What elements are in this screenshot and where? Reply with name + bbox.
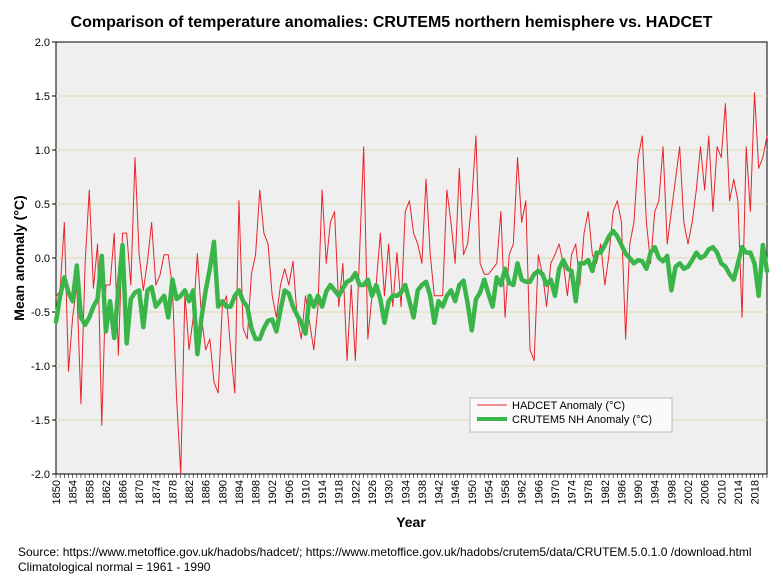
x-tick-label: 1982 [600,480,612,504]
x-tick-label: 1858 [84,480,96,504]
x-tick-label: 1922 [350,480,362,504]
source-note: Source: https://www.metoffice.gov.uk/had… [18,545,752,574]
x-tick-label: 1882 [184,480,196,504]
x-tick-label: 1894 [234,480,246,504]
x-tick-label: 2014 [733,480,745,504]
y-tick-label: 2.0 [35,37,50,49]
x-tick-label: 1958 [500,480,512,504]
x-tick-label: 1974 [567,480,579,504]
y-tick-label: 1.0 [35,145,50,157]
x-tick-label: 1938 [417,480,429,504]
x-tick-label: 1946 [450,480,462,504]
series-line-hadcet [55,92,768,475]
y-tick-label: -1.0 [31,361,50,373]
x-tick-label: 1862 [101,480,113,504]
legend-label-hadcet: HADCET Anomaly (°C) [512,400,625,412]
x-tick-label: 1970 [550,480,562,504]
x-tick-label: 1962 [517,480,529,504]
x-tick-label: 1918 [334,480,346,504]
legend: HADCET Anomaly (°C) CRUTEM5 NH Anomaly (… [469,397,673,433]
x-tick-label: 2006 [700,480,712,504]
x-tick-label: 1942 [434,480,446,504]
y-tick-label: -1.5 [31,415,50,427]
y-tick-label: -2.0 [31,469,50,481]
x-tick-label: 1890 [217,480,229,504]
x-axis-title: Year [396,514,426,530]
x-tick-label: 1950 [467,480,479,504]
series-lines [53,92,770,475]
x-tick-label: 1998 [666,480,678,504]
x-tick-label: 1986 [616,480,628,504]
y-tick-label: 1.5 [35,91,50,103]
x-tick-label: 1910 [300,480,312,504]
x-tick-label: 1994 [650,480,662,504]
x-tick-label: 1930 [384,480,396,504]
x-tick-label: 1926 [367,480,379,504]
x-tick-label: 1966 [533,480,545,504]
x-tick-label: 1870 [134,480,146,504]
x-tick-label: 1978 [583,480,595,504]
x-tick-label: 1914 [317,480,329,504]
x-axis: 1850 1854 1858 1862 1866 1870 1874 1878 1882 1886… [51,474,768,504]
x-tick-label: 1902 [267,480,279,504]
x-tick-label: 1886 [201,480,213,504]
y-tick-label: 0.0 [35,253,50,265]
x-tick-label: 2002 [683,480,695,504]
x-tick-label: 1878 [167,480,179,504]
x-tick-label: 1954 [483,480,495,504]
x-tick-label: 1898 [251,480,263,504]
x-tick-label: 2018 [750,480,762,504]
x-tick-label: 1850 [51,480,63,504]
x-tick-label: 1934 [400,480,412,504]
legend-label-crutem5: CRUTEM5 NH Anomaly (°C) [512,414,652,426]
y-axis-title: Mean anomaly (°C) [11,195,27,320]
y-axis: 2.0 1.5 1.0 0.5 0.0 -0.5 -1.0 -1.5 -2.0 [31,37,56,481]
x-tick-label: 1854 [68,480,80,504]
x-tick-label: 1874 [151,480,163,504]
y-tick-label: 0.5 [35,199,50,211]
chart-title: Comparison of temperature anomalies: CRU… [70,14,713,31]
x-tick-label: 1906 [284,480,296,504]
x-tick-label: 1990 [633,480,645,504]
series-line-crutem5 [53,228,770,357]
x-tick-label: 2010 [716,480,728,504]
y-tick-label: -0.5 [31,307,50,319]
legend-box [469,397,673,433]
x-tick-label: 1866 [118,480,130,504]
